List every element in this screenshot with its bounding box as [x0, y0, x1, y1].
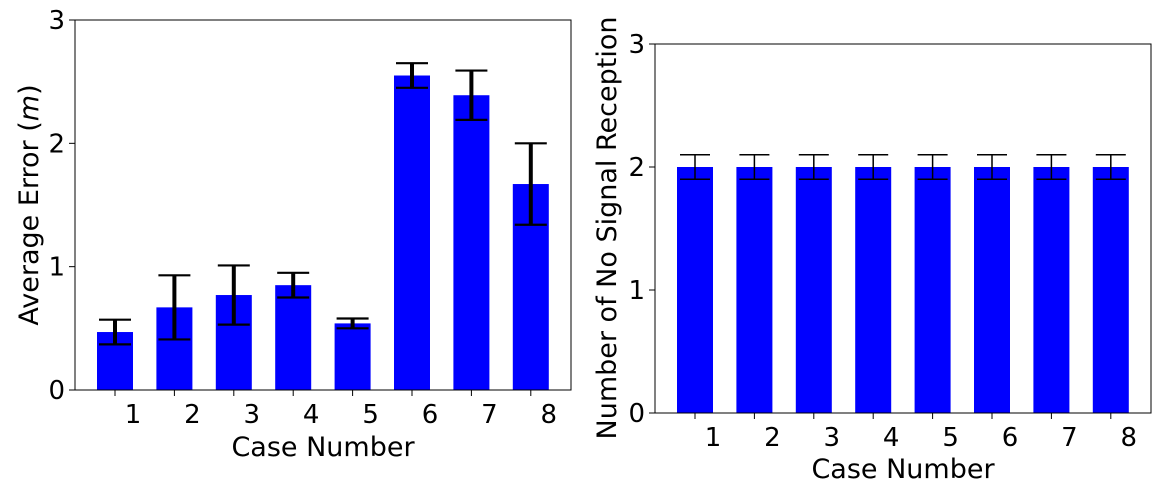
bar-case-3: [795, 167, 832, 413]
error-bar-case-7: [1036, 153, 1067, 181]
x-tick-label: 3: [244, 400, 261, 430]
average-error-chart: 0 1 2 3 1 2 3 4 5 6 7 8 Case Number Average Error (m): [14, 6, 572, 463]
error-bar-case-8: [514, 142, 547, 226]
x-tick-label: 5: [362, 400, 379, 430]
x-tick-label: 4: [303, 400, 320, 430]
error-bar-case-5: [917, 153, 948, 181]
x-tick-label: 8: [541, 400, 558, 430]
bar-case-6: [394, 75, 430, 390]
error-bar-case-7: [455, 69, 488, 122]
error-bar-case-5: [336, 317, 369, 330]
error-bar-case-6: [977, 153, 1007, 181]
y-tick-label: 3: [628, 30, 645, 60]
bar-case-4: [855, 167, 892, 413]
bar-case-8: [1092, 167, 1129, 413]
bar-case-2: [736, 167, 773, 413]
x-tick-label: 1: [125, 400, 142, 430]
error-bar-case-2: [158, 274, 191, 341]
y-tick-label: 0: [628, 399, 645, 429]
x-tick-label: 2: [764, 423, 781, 453]
error-bar-case-3: [798, 153, 829, 181]
y-axis-label: Average Error (m): [14, 84, 45, 325]
y-tick-label: 2: [628, 153, 645, 183]
x-tick-label: 6: [422, 400, 439, 430]
x-tick-label: 2: [184, 400, 201, 430]
x-axis-label: Case Number: [811, 454, 995, 485]
y-tick-label: 0: [48, 376, 65, 406]
bar-case-4: [275, 285, 312, 390]
x-tick-label: 5: [942, 423, 959, 453]
plot-frame: [654, 43, 1152, 414]
bar-case-5: [914, 167, 951, 413]
error-bar-case-4: [858, 153, 889, 181]
y-tick-label: 1: [48, 253, 65, 283]
y-tick-label: 3: [48, 6, 65, 36]
error-bar-case-1: [680, 153, 710, 181]
x-tick-label: 6: [1002, 423, 1019, 453]
error-bar-case-1: [99, 318, 131, 346]
bar-case-7: [453, 95, 490, 390]
bar-case-5: [334, 323, 371, 390]
x-tick-label: 7: [1061, 423, 1078, 453]
bar-case-7: [1033, 167, 1070, 413]
error-bar-case-8: [1095, 153, 1126, 181]
y-axis-label: Number of No Signal Reception: [592, 17, 623, 440]
x-tick-label: 7: [481, 400, 498, 430]
x-tick-label: 1: [705, 423, 722, 453]
x-tick-label: 3: [824, 423, 841, 453]
y-tick-label: 2: [48, 129, 65, 159]
bar-case-6: [974, 167, 1010, 413]
x-tick-label: 8: [1121, 423, 1138, 453]
error-bar-case-3: [217, 264, 250, 326]
error-bar-case-4: [277, 271, 310, 299]
y-tick-label: 1: [628, 276, 645, 306]
bar-case-1: [677, 167, 713, 413]
x-tick-label: 4: [883, 423, 900, 453]
x-axis-label: Case Number: [231, 432, 415, 463]
no-signal-reception-chart: 0 1 2 3 1 2 3 4 5 6 7 8 Case Number Number of No Sign…: [592, 17, 1152, 485]
error-bar-case-6: [396, 62, 428, 89]
plot-frame: [74, 19, 572, 391]
error-bar-case-2: [739, 153, 770, 181]
